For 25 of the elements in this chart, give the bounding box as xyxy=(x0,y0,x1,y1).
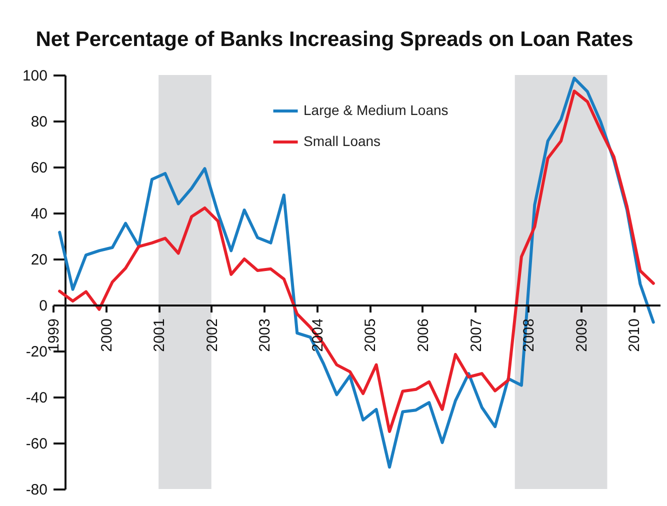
y-tick-label: 20 xyxy=(30,252,48,268)
x-tick-label: 2004 xyxy=(309,318,326,352)
y-tick-label: 100 xyxy=(22,68,48,84)
y-tick-label: 0 xyxy=(39,298,48,314)
x-tick-label: 1999 xyxy=(46,318,62,352)
y-tick-label: 60 xyxy=(30,160,48,176)
x-tick-label: 2005 xyxy=(362,318,380,352)
legend-label: Large & Medium Loans xyxy=(304,102,448,118)
x-tick-label: 2002 xyxy=(204,318,221,352)
x-tick-label: 2008 xyxy=(520,318,538,352)
x-tick-label: 2003 xyxy=(256,318,274,352)
y-tick-label: -20 xyxy=(26,344,48,360)
y-tick-label: 80 xyxy=(30,114,48,130)
legend-label: Small Loans xyxy=(304,133,381,149)
x-tick-label: 2007 xyxy=(468,318,485,352)
y-tick-label: -60 xyxy=(26,436,48,452)
y-tick-label: -40 xyxy=(26,390,48,406)
x-tick-label: 2010 xyxy=(626,318,644,352)
x-tick-label: 2001 xyxy=(151,318,168,352)
x-tick-label: 2000 xyxy=(98,318,116,352)
x-tick-label: 2006 xyxy=(414,318,432,352)
y-tick-label: 40 xyxy=(30,206,48,222)
y-tick-label: -80 xyxy=(26,482,48,498)
x-tick-label: 2009 xyxy=(573,318,590,352)
chart-title: Net Percentage of Banks Increasing Spreads on Loan Rates xyxy=(36,28,634,51)
